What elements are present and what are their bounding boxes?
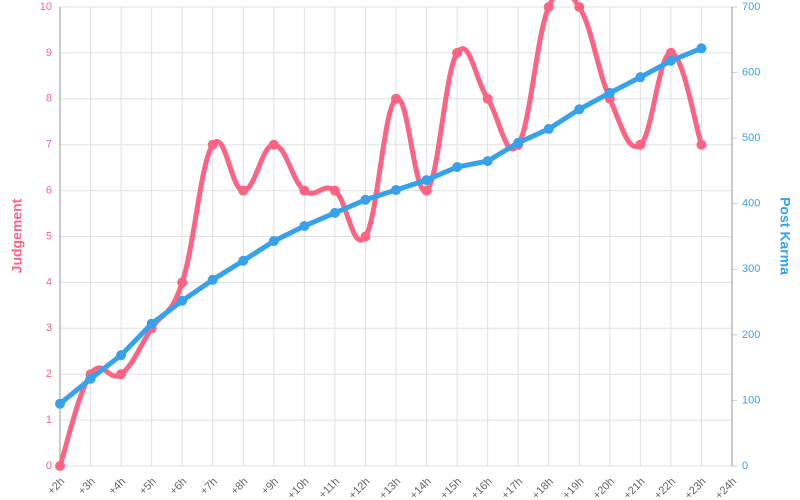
point xyxy=(452,47,463,58)
point xyxy=(513,137,524,148)
y2-tick-label: 200 xyxy=(742,329,760,341)
x-tick-label: +8h xyxy=(229,476,251,498)
point xyxy=(55,398,65,409)
point xyxy=(268,236,279,247)
point xyxy=(177,295,188,306)
x-tick-label: +6h xyxy=(168,476,190,498)
x-tick-label: +3h xyxy=(76,476,98,498)
y-tick-label: 10 xyxy=(40,1,52,13)
x-tick-label: +15h xyxy=(438,476,464,500)
x-tick-label: +21h xyxy=(622,476,648,500)
y2-tick-label: 600 xyxy=(742,66,760,78)
point xyxy=(635,139,646,150)
y-tick-label: 7 xyxy=(46,139,52,151)
x-tick-label: +7h xyxy=(198,476,220,498)
y2-tick-label: 700 xyxy=(742,1,760,13)
y-tick-label: 2 xyxy=(46,368,52,380)
point xyxy=(146,318,157,329)
x-tick-label: +14h xyxy=(408,476,434,500)
x-tick-label: +9h xyxy=(259,476,281,498)
point xyxy=(543,123,554,134)
x-tick-label: +17h xyxy=(499,476,525,500)
x-tick-label: +5h xyxy=(137,476,159,498)
point xyxy=(696,139,707,150)
x-tick-label: +20h xyxy=(591,476,617,500)
point xyxy=(482,93,493,104)
y2-tick-label: 0 xyxy=(742,460,748,472)
y2-axis-label: Post Karma xyxy=(777,197,793,275)
y-tick-label: 1 xyxy=(46,414,52,426)
point xyxy=(177,277,188,288)
series-line xyxy=(58,45,703,406)
y-tick-label: 8 xyxy=(46,93,52,105)
point xyxy=(238,185,249,196)
x-tick-label: +24h xyxy=(713,476,739,500)
y-tick-label: 4 xyxy=(46,276,52,288)
point xyxy=(329,185,340,196)
x-tick-label: +10h xyxy=(286,476,312,500)
point xyxy=(116,350,127,361)
x-tick-label: +4h xyxy=(107,476,129,498)
x-tick-label: +22h xyxy=(652,476,678,500)
point xyxy=(696,43,707,54)
point xyxy=(665,47,676,58)
x-tick-label: +11h xyxy=(317,476,342,500)
x-tick-label: +19h xyxy=(560,476,586,500)
point xyxy=(299,185,310,196)
point xyxy=(482,156,493,167)
point xyxy=(360,231,371,242)
x-tick-label: +2h xyxy=(45,476,67,498)
point xyxy=(268,139,279,150)
point xyxy=(543,2,554,12)
point xyxy=(665,55,676,66)
point xyxy=(421,185,432,196)
point xyxy=(391,184,401,195)
y-tick-label: 5 xyxy=(46,230,52,242)
y-tick-label: 9 xyxy=(46,47,52,59)
point xyxy=(85,373,96,384)
x-tick-label: +13h xyxy=(377,476,403,500)
point xyxy=(207,274,218,285)
y-tick-label: 6 xyxy=(46,185,52,197)
x-tick-label: +18h xyxy=(530,476,556,500)
point xyxy=(116,369,127,380)
y2-tick-label: 400 xyxy=(742,198,760,210)
x-tick-label: +16h xyxy=(469,476,495,500)
y-tick-label: 0 xyxy=(46,460,52,472)
point xyxy=(391,93,401,104)
point xyxy=(635,72,646,83)
y2-tick-label: 300 xyxy=(742,263,760,275)
y-axis-label: Judgement xyxy=(9,198,25,273)
point xyxy=(299,221,310,232)
point xyxy=(604,87,615,98)
series-line xyxy=(57,0,704,467)
point xyxy=(55,461,65,471)
y-tick-label: 3 xyxy=(46,322,52,334)
x-tick-label: +23h xyxy=(683,476,709,500)
y2-tick-label: 100 xyxy=(742,394,760,406)
point xyxy=(421,175,432,186)
point xyxy=(360,194,371,205)
x-tick-label: +12h xyxy=(347,476,373,500)
point xyxy=(329,207,340,218)
point xyxy=(238,255,249,266)
point xyxy=(207,139,218,150)
y2-tick-label: 500 xyxy=(742,132,760,144)
point xyxy=(574,104,585,115)
point xyxy=(452,161,463,172)
point xyxy=(574,2,585,12)
